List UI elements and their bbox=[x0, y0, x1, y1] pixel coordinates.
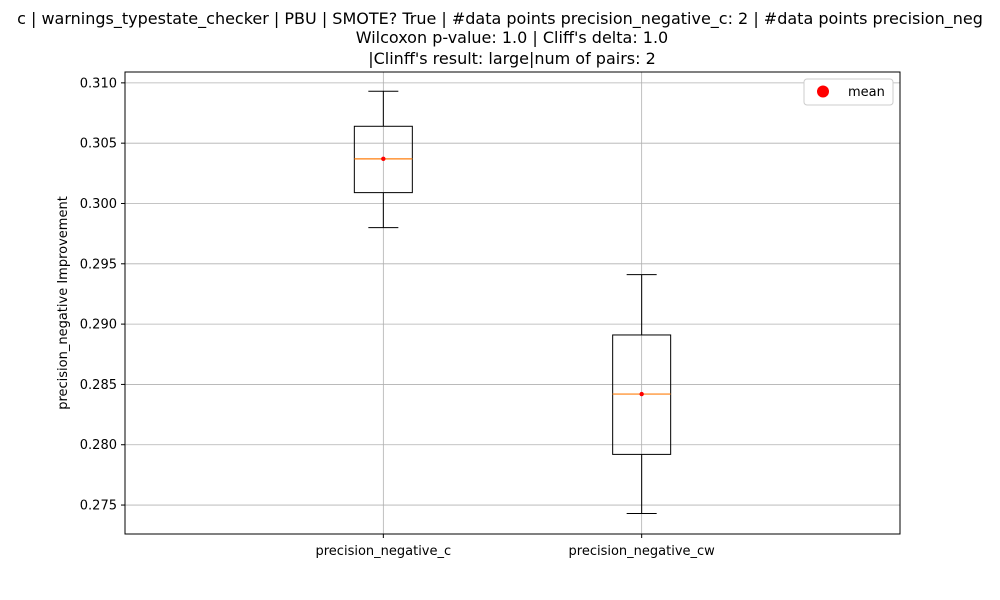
y-tick-label: 0.305 bbox=[80, 137, 117, 152]
title-line-1: c | warnings_typestate_checker | PBU | S… bbox=[17, 9, 983, 29]
legend-mean-label: mean bbox=[848, 85, 885, 100]
x-tick-label: precision_negative_c bbox=[316, 544, 452, 559]
chart-title: c | warnings_typestate_checker | PBU | S… bbox=[17, 9, 983, 68]
mean-marker bbox=[381, 156, 386, 162]
x-tick-label: precision_negative_cw bbox=[569, 544, 716, 559]
grid bbox=[125, 72, 900, 534]
mean-marker bbox=[639, 391, 644, 397]
y-tick-label: 0.310 bbox=[80, 76, 117, 91]
y-tick-label: 0.300 bbox=[80, 197, 117, 212]
iqr-box bbox=[353, 125, 413, 194]
y-axis-ticks: 0.275 0.280 0.285 0.290 0.295 0.300 0.305 0.310 bbox=[80, 76, 125, 514]
boxes bbox=[353, 90, 672, 514]
y-tick-label: 0.275 bbox=[80, 499, 117, 514]
box-precision_negative_c bbox=[353, 90, 413, 229]
x-axis-ticks: precision_negative_c precision_negative_c… bbox=[316, 534, 716, 559]
legend-mean-marker bbox=[817, 85, 829, 98]
y-tick-label: 0.285 bbox=[80, 378, 117, 393]
plot-area-frame bbox=[124, 71, 901, 535]
y-tick-label: 0.290 bbox=[80, 318, 117, 333]
title-line-2: Wilcoxon p-value: 1.0 | Cliff's delta: 1… bbox=[356, 28, 668, 47]
y-axis-label: precision_negative Improvement bbox=[56, 196, 71, 410]
box-precision_negative_cw bbox=[612, 274, 672, 514]
y-tick-label: 0.280 bbox=[80, 438, 117, 453]
y-tick-label: 0.295 bbox=[80, 257, 117, 272]
legend: mean bbox=[803, 78, 894, 106]
legend-frame bbox=[803, 78, 894, 106]
title-line-3: |Clinff's result: large|num of pairs: 2 bbox=[368, 49, 656, 68]
iqr-box bbox=[612, 334, 672, 455]
